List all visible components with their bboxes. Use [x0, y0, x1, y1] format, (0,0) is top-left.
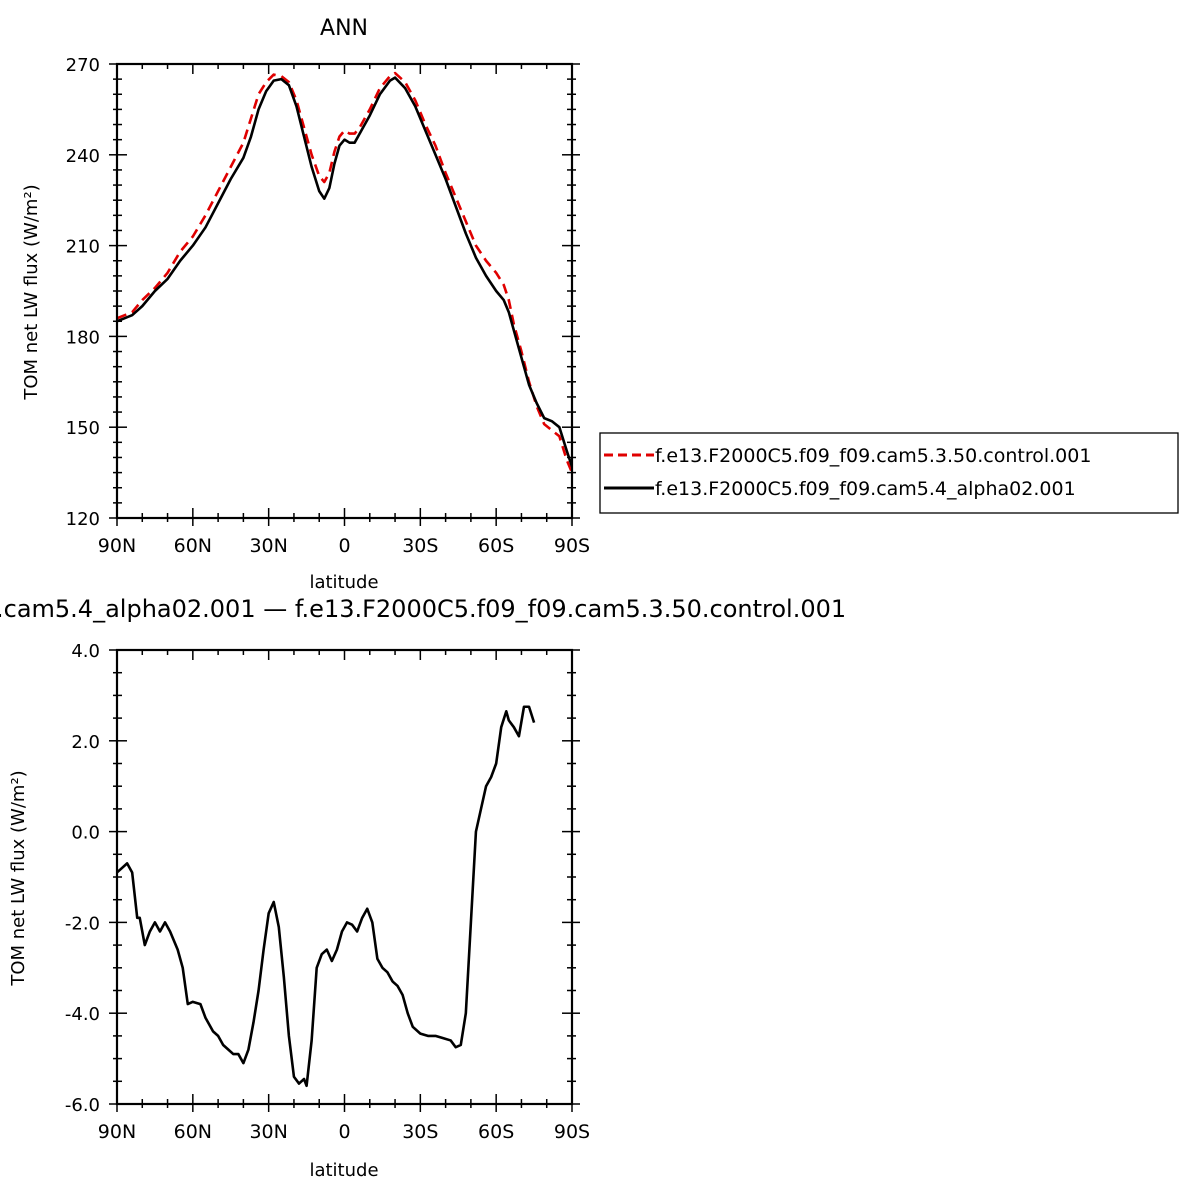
legend-label-control: f.e13.F2000C5.f09_f09.cam5.3.50.control.…: [655, 445, 1091, 467]
bottom-y-tick-label: -6.0: [65, 1095, 100, 1116]
bottom-x-tick-label: 60S: [478, 1121, 514, 1143]
top-x-tick-label: 60N: [174, 535, 212, 557]
top-series-line-0: [117, 71, 572, 474]
top-y-tick-label: 240: [66, 146, 100, 167]
top-axes: 90N 60N 30N 0 30S 60S 90S 120 150 180 210 240 270: [66, 55, 590, 557]
top-x-axis-label: latitude: [309, 572, 378, 593]
bottom-y-tick-label: -4.0: [65, 1004, 100, 1025]
bottom-series-line-0: [117, 705, 536, 1088]
bottom-x-tick-label: 30N: [249, 1121, 287, 1143]
top-y-tick-label: 180: [66, 327, 100, 348]
bottom-series-group: [117, 705, 536, 1088]
top-y-tick-label: 270: [66, 55, 100, 76]
bottom-x-axis-label: latitude: [309, 1160, 378, 1181]
top-x-tick-label: 0: [338, 535, 350, 557]
legend-label-alpha02: f.e13.F2000C5.f09_f09.cam5.4_alpha02.001: [655, 478, 1076, 500]
top-chart-title: ANN: [320, 16, 368, 41]
bottom-x-tick-label: 0: [338, 1121, 350, 1143]
bottom-y-tick-label: 2.0: [71, 732, 100, 753]
bottom-panel: .cam5.4_alpha02.001 — f.e13.F2000C5.f09_…: [0, 595, 846, 1181]
top-x-tick-label: 30S: [402, 535, 438, 557]
bottom-y-tick-label: -2.0: [65, 913, 100, 934]
legend: f.e13.F2000C5.f09_f09.cam5.3.50.control.…: [599, 432, 1179, 514]
bottom-axes: 90N 60N 30N 0 30S 60S 90S -6.0 -4.0 -2.0 0.0 2.0 4.0: [65, 641, 590, 1143]
top-x-tick-label: 60S: [478, 535, 514, 557]
legend-box: [599, 432, 1179, 514]
top-x-tick-label: 30N: [249, 535, 287, 557]
bottom-y-tick-label: 0.0: [71, 823, 100, 844]
bottom-x-tick-label: 90N: [98, 1121, 136, 1143]
bottom-x-tick-label: 30S: [402, 1121, 438, 1143]
top-y-axis-label: TOM net LW flux (W/m²): [21, 184, 42, 400]
top-series-line-1: [117, 76, 572, 467]
bottom-x-tick-label: 90S: [554, 1121, 590, 1143]
bottom-chart-title: .cam5.4_alpha02.001 — f.e13.F2000C5.f09_…: [0, 595, 846, 623]
bottom-x-tick-label: 60N: [174, 1121, 212, 1143]
top-series-group: [117, 71, 572, 474]
top-panel: ANN 90N 60N 30N 0 30S 60S 90S 120 150 180 210 240 27…: [21, 16, 590, 593]
top-y-tick-label: 120: [66, 509, 100, 530]
bottom-y-tick-label: 4.0: [71, 641, 100, 662]
top-y-tick-label: 210: [66, 237, 100, 258]
top-x-tick-label: 90N: [98, 535, 136, 557]
top-plot-frame: [115, 62, 574, 520]
bottom-y-axis-label: TOM net LW flux (W/m²): [8, 770, 29, 986]
top-y-tick-label: 150: [66, 418, 100, 439]
top-x-tick-label: 90S: [554, 535, 590, 557]
